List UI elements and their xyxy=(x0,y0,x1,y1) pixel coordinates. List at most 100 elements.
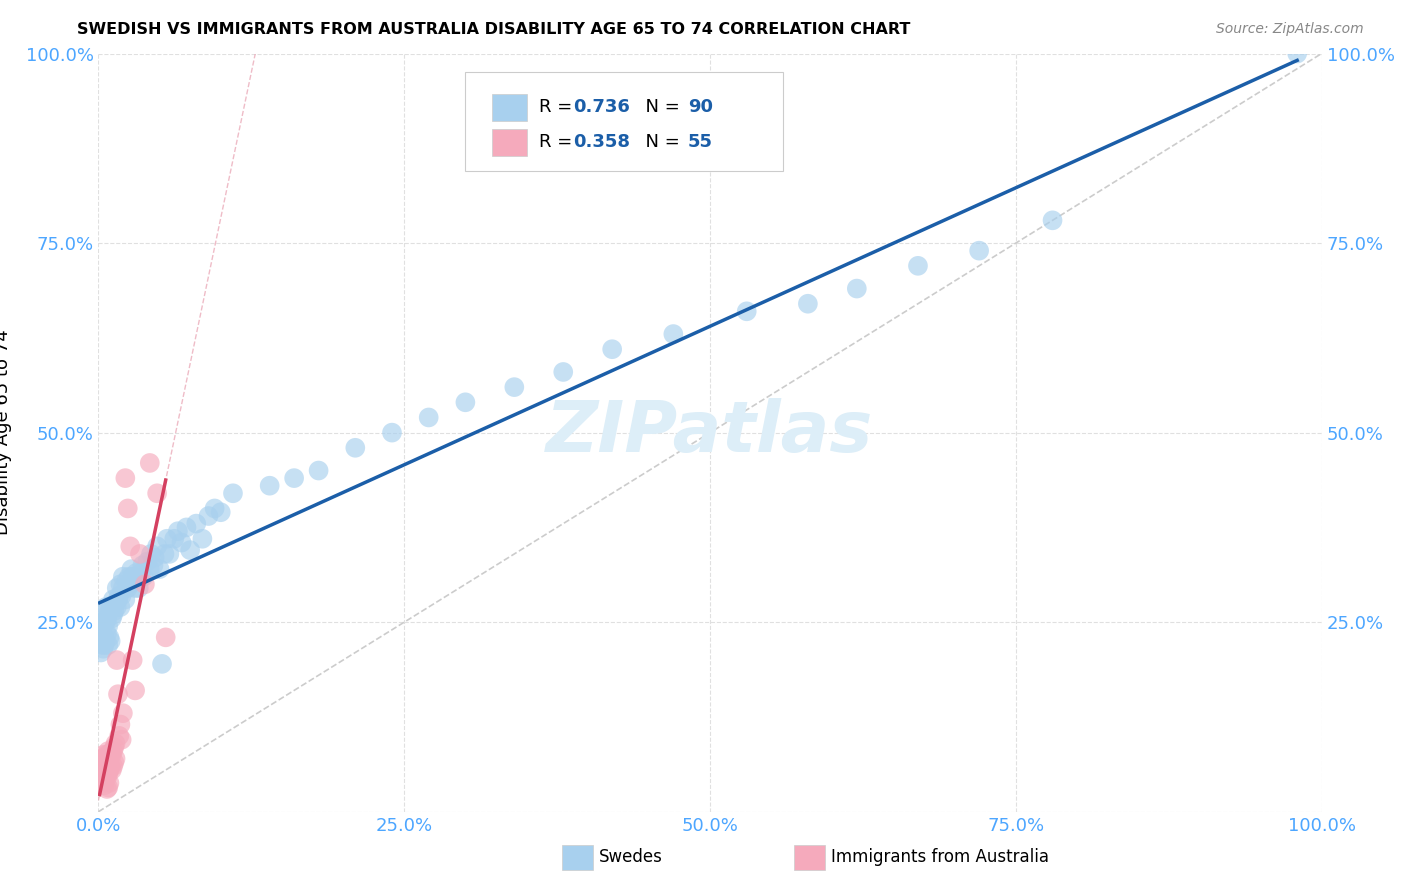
Point xyxy=(797,297,820,311)
Point xyxy=(120,577,142,591)
Point xyxy=(150,657,173,671)
Point xyxy=(98,630,121,644)
Point xyxy=(191,532,214,546)
Point xyxy=(146,539,169,553)
Point xyxy=(845,282,868,296)
Point xyxy=(100,634,122,648)
Point xyxy=(204,501,226,516)
Point xyxy=(381,425,404,440)
Point xyxy=(132,570,155,584)
Text: R =: R = xyxy=(538,98,578,116)
Point xyxy=(503,380,526,394)
Text: 55: 55 xyxy=(688,133,713,152)
Point xyxy=(90,767,112,781)
Point xyxy=(93,753,115,767)
Point xyxy=(97,619,120,633)
Point xyxy=(91,615,114,630)
Point xyxy=(94,768,117,782)
Point xyxy=(176,520,198,534)
Point xyxy=(118,570,141,584)
Point xyxy=(90,623,112,637)
Point xyxy=(344,441,367,455)
Point xyxy=(94,750,117,764)
Point xyxy=(91,751,114,765)
Point xyxy=(186,516,208,531)
Point xyxy=(108,589,131,603)
Point xyxy=(115,574,138,588)
Point xyxy=(127,574,149,588)
Point xyxy=(91,761,114,775)
Point xyxy=(107,592,129,607)
Point xyxy=(93,638,115,652)
Point xyxy=(93,765,115,780)
FancyBboxPatch shape xyxy=(492,94,527,121)
Point xyxy=(97,638,120,652)
Point xyxy=(103,740,125,755)
Point xyxy=(101,763,124,777)
Point xyxy=(90,756,112,770)
Text: Source: ZipAtlas.com: Source: ZipAtlas.com xyxy=(1216,22,1364,37)
Text: N =: N = xyxy=(634,98,686,116)
Y-axis label: Disability Age 65 to 74: Disability Age 65 to 74 xyxy=(0,330,11,535)
Point xyxy=(117,581,139,595)
Point xyxy=(110,600,132,615)
Point xyxy=(100,600,122,615)
Point xyxy=(98,763,121,777)
Point xyxy=(94,615,117,630)
Point xyxy=(153,547,176,561)
Point xyxy=(111,581,134,595)
Point xyxy=(94,757,117,772)
Point xyxy=(98,604,121,618)
Point xyxy=(907,259,929,273)
Point xyxy=(418,410,440,425)
Point xyxy=(101,592,124,607)
FancyBboxPatch shape xyxy=(465,72,783,171)
Point xyxy=(143,550,166,565)
Point xyxy=(91,763,114,777)
Text: 0.736: 0.736 xyxy=(574,98,630,116)
Point xyxy=(134,577,156,591)
Point xyxy=(131,558,153,573)
Text: ZIPatlas: ZIPatlas xyxy=(547,398,873,467)
Point xyxy=(124,683,146,698)
Point xyxy=(120,539,142,553)
Point xyxy=(107,687,129,701)
Text: SWEDISH VS IMMIGRANTS FROM AUSTRALIA DISABILITY AGE 65 TO 74 CORRELATION CHART: SWEDISH VS IMMIGRANTS FROM AUSTRALIA DIS… xyxy=(77,22,911,37)
Point xyxy=(97,744,120,758)
Point xyxy=(98,776,121,790)
Point xyxy=(110,577,132,591)
Point xyxy=(600,343,623,357)
Point xyxy=(120,562,142,576)
Point xyxy=(105,600,128,615)
Point xyxy=(97,767,120,781)
Point xyxy=(100,759,122,773)
Point xyxy=(91,619,114,633)
Point xyxy=(149,562,172,576)
Point xyxy=(108,729,131,743)
Point xyxy=(222,486,245,500)
Point xyxy=(125,566,148,580)
Point xyxy=(96,761,118,775)
Point xyxy=(93,630,115,644)
Point xyxy=(104,737,127,751)
Point xyxy=(111,706,134,721)
Point xyxy=(111,570,134,584)
Point xyxy=(553,365,575,379)
Point xyxy=(735,304,758,318)
Point xyxy=(100,746,122,760)
Point xyxy=(105,653,128,667)
Point xyxy=(90,771,112,785)
Point xyxy=(111,589,134,603)
Point xyxy=(156,532,179,546)
Point xyxy=(96,747,118,762)
Point xyxy=(105,581,128,595)
Point xyxy=(101,747,124,762)
Point xyxy=(96,781,118,797)
Point xyxy=(104,751,127,765)
Point xyxy=(96,626,118,640)
Text: Swedes: Swedes xyxy=(599,848,662,866)
Point xyxy=(163,532,186,546)
Point xyxy=(136,554,159,569)
Point xyxy=(91,772,114,787)
Point xyxy=(91,747,114,762)
